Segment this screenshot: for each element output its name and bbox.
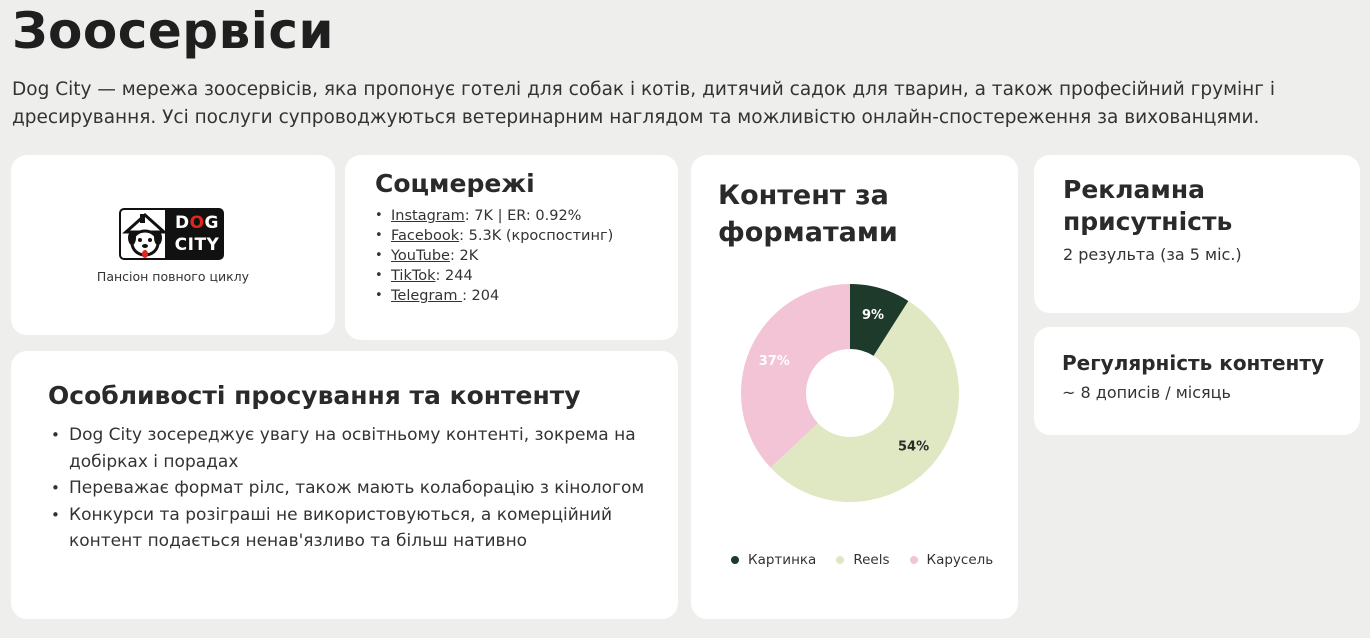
legend-label: Карусель	[926, 552, 994, 568]
donut-slice-2	[770, 300, 959, 503]
regularity-title: Регулярність контенту	[1062, 351, 1324, 375]
facebook-detail: : 5.3K (кроспостинг)	[459, 228, 614, 244]
regularity-card: Регулярність контенту ~ 8 дописів / міся…	[1034, 327, 1360, 435]
donut-label-1: 9%	[862, 308, 884, 323]
donut-label-3: 37%	[759, 354, 790, 369]
chart-title: Контент за форматами	[718, 180, 898, 248]
donut-label-2: 54%	[898, 440, 929, 455]
telegram-detail: : 204	[462, 288, 500, 304]
instagram-detail: : 7K | ER: 0.92%	[464, 208, 582, 224]
social-card: Соцмережі Instagram: 7K | ER: 0.92% Face…	[345, 155, 678, 340]
tiktok-link[interactable]: TikTok	[391, 268, 436, 284]
legend-item: Reels	[836, 552, 890, 568]
page-title: Зоосервіси	[12, 2, 335, 60]
logo-caption: Пансіон повного циклу	[96, 269, 250, 284]
telegram-link[interactable]: Telegram	[391, 288, 463, 304]
chart-card: 9% 54% 37% Контент за форматами Картинка R…	[691, 155, 1018, 619]
youtube-link[interactable]: YouTube	[391, 248, 450, 264]
donut-slice-3	[741, 284, 850, 468]
legend-item: Картинка	[731, 552, 816, 568]
instagram-link[interactable]: Instagram	[391, 208, 465, 224]
logo-text-dog: DOG	[171, 213, 223, 233]
list-item: YouTube: 2K	[375, 246, 613, 266]
legend-swatch	[909, 556, 918, 564]
legend-item: Карусель	[909, 552, 994, 568]
logo-text-city: CITY	[174, 235, 220, 255]
legend-swatch	[731, 556, 739, 564]
logo-letter-o: O	[189, 213, 205, 233]
logo-card: DOG CITY Пансіон повного циклу	[11, 155, 335, 335]
list-item: Переважає формат рілс, також мають колаб…	[51, 475, 651, 502]
list-item: Facebook: 5.3K (кроспостинг)	[375, 226, 613, 246]
chart-legend: Картинка Reels Карусель	[731, 552, 1001, 568]
regularity-subtitle: ~ 8 дописів / місяць	[1062, 383, 1231, 402]
dog-icon	[122, 212, 168, 258]
dog-city-logo: DOG CITY	[119, 208, 225, 260]
list-item: Конкурси та розіграші не використовуютьс…	[51, 502, 651, 555]
legend-label: Reels	[853, 552, 890, 568]
list-item: Instagram: 7K | ER: 0.92%	[375, 206, 613, 226]
legend-label: Картинка	[748, 552, 817, 568]
facebook-link[interactable]: Facebook	[391, 228, 460, 244]
features-card: Особливості просування та контенту Dog C…	[11, 351, 678, 619]
features-list: Dog City зосереджує увагу на освітньому …	[51, 422, 651, 555]
list-item: TikTok: 244	[375, 266, 613, 286]
features-title: Особливості просування та контенту	[48, 381, 581, 410]
list-item: Dog City зосереджує увагу на освітньому …	[51, 422, 651, 475]
list-item: Telegram : 204	[375, 286, 613, 306]
donut-chart: 9% 54% 37%	[741, 284, 959, 503]
logo-letter-g: G	[204, 213, 220, 233]
social-list: Instagram: 7K | ER: 0.92% Facebook: 5.3K…	[375, 206, 613, 306]
logo-letter-d: D	[174, 213, 190, 233]
ads-card: Рекламна присутність 2 результа (за 5 мі…	[1034, 155, 1360, 313]
donut-slice-1	[850, 284, 909, 356]
logo-dog-panel	[119, 208, 168, 260]
ads-title: Рекламна присутність	[1063, 175, 1233, 236]
youtube-detail: : 2K	[449, 248, 479, 264]
legend-swatch	[836, 556, 845, 564]
social-title: Соцмережі	[375, 169, 535, 198]
intro-text: Dog City — мережа зоосервісів, яка пропо…	[12, 79, 1276, 128]
ads-subtitle: 2 результа (за 5 міс.)	[1063, 245, 1242, 264]
tiktok-detail: : 244	[435, 268, 473, 284]
